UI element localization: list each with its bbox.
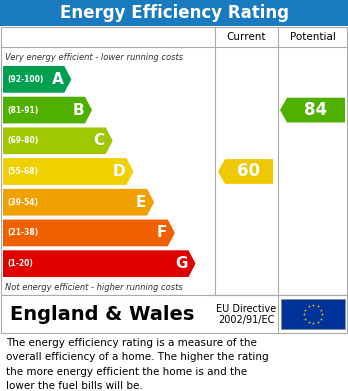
Text: Current: Current [227,32,266,42]
Polygon shape [280,98,345,122]
Polygon shape [3,250,196,277]
Text: G: G [175,256,188,271]
Text: C: C [94,133,105,148]
Text: A: A [52,72,63,87]
Bar [0,0,348,26]
Text: (39-54): (39-54) [7,198,38,207]
Text: (92-100): (92-100) [7,75,44,84]
Text: (81-91): (81-91) [7,106,38,115]
Text: Very energy efficient - lower running costs: Very energy efficient - lower running co… [5,52,183,61]
Text: (55-68): (55-68) [7,167,38,176]
Text: The energy efficiency rating is a measure of the
overall efficiency of a home. T: The energy efficiency rating is a measur… [6,338,269,391]
Text: Not energy efficient - higher running costs: Not energy efficient - higher running co… [5,283,183,292]
Text: F: F [157,226,167,240]
Polygon shape [3,127,113,154]
Polygon shape [3,158,133,185]
Polygon shape [3,220,175,246]
Text: England & Wales: England & Wales [10,305,195,323]
Bar [281,299,345,329]
Text: 84: 84 [304,101,327,119]
Bar [1,295,347,333]
Polygon shape [218,159,273,184]
Text: D: D [113,164,125,179]
Polygon shape [3,97,92,124]
Text: E: E [136,195,146,210]
Text: 2002/91/EC: 2002/91/EC [218,315,275,325]
Text: Potential: Potential [290,32,336,42]
Text: EU Directive: EU Directive [216,304,277,314]
Text: 60: 60 [237,163,261,181]
Text: Energy Efficiency Rating: Energy Efficiency Rating [60,4,288,22]
Text: B: B [72,102,84,118]
Text: (69-80): (69-80) [7,136,38,145]
Polygon shape [3,66,71,93]
Bar [1,27,347,295]
Text: (1-20): (1-20) [7,259,33,268]
Text: (21-38): (21-38) [7,228,38,237]
Polygon shape [3,189,154,215]
